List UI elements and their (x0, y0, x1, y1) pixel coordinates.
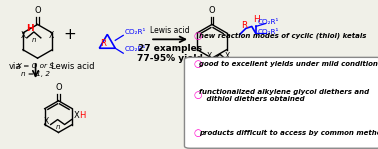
Text: n = 1, 2: n = 1, 2 (21, 71, 50, 77)
Text: X: X (206, 52, 212, 61)
Text: new reaction modes of cyclic (thiol) ketals: new reaction modes of cyclic (thiol) ket… (199, 32, 367, 39)
Text: R: R (241, 21, 247, 30)
Text: CO₂R¹: CO₂R¹ (124, 29, 146, 35)
Text: O: O (55, 83, 62, 92)
Text: O: O (34, 6, 41, 15)
Text: ○: ○ (194, 31, 202, 41)
Text: R: R (101, 39, 106, 48)
Text: CO₂R¹: CO₂R¹ (258, 20, 279, 25)
Text: 77-95% yield: 77-95% yield (137, 54, 203, 63)
Text: O: O (209, 6, 215, 15)
Text: H: H (26, 24, 34, 33)
Text: X: X (225, 52, 231, 61)
Text: n: n (56, 124, 60, 131)
Text: 27 examples: 27 examples (138, 44, 202, 53)
Text: Lewis acid: Lewis acid (51, 62, 94, 71)
Text: H: H (79, 111, 86, 120)
Text: ○: ○ (194, 128, 202, 138)
Text: good to excellent yields under mild conditions: good to excellent yields under mild cond… (199, 61, 378, 67)
Text: X = O or S: X = O or S (17, 63, 54, 69)
Text: X: X (21, 31, 26, 40)
Text: CO₂R¹: CO₂R¹ (258, 29, 279, 35)
Text: ○: ○ (194, 59, 202, 69)
Text: H: H (253, 15, 260, 24)
Text: n: n (218, 61, 222, 67)
Text: via: via (8, 62, 21, 71)
Text: CO₂R¹: CO₂R¹ (124, 46, 146, 52)
Text: n: n (32, 37, 36, 43)
Text: Lewis acid: Lewis acid (150, 26, 190, 35)
Text: +: + (63, 27, 76, 42)
Text: ○: ○ (194, 90, 202, 100)
Text: X: X (49, 31, 54, 40)
Text: functionalized alkylene glycol diethers and
   dithiol diethers obtained: functionalized alkylene glycol diethers … (199, 89, 369, 102)
Text: X: X (44, 117, 49, 126)
Text: products difficult to access by common methods: products difficult to access by common m… (199, 129, 378, 136)
Text: X: X (74, 111, 79, 120)
